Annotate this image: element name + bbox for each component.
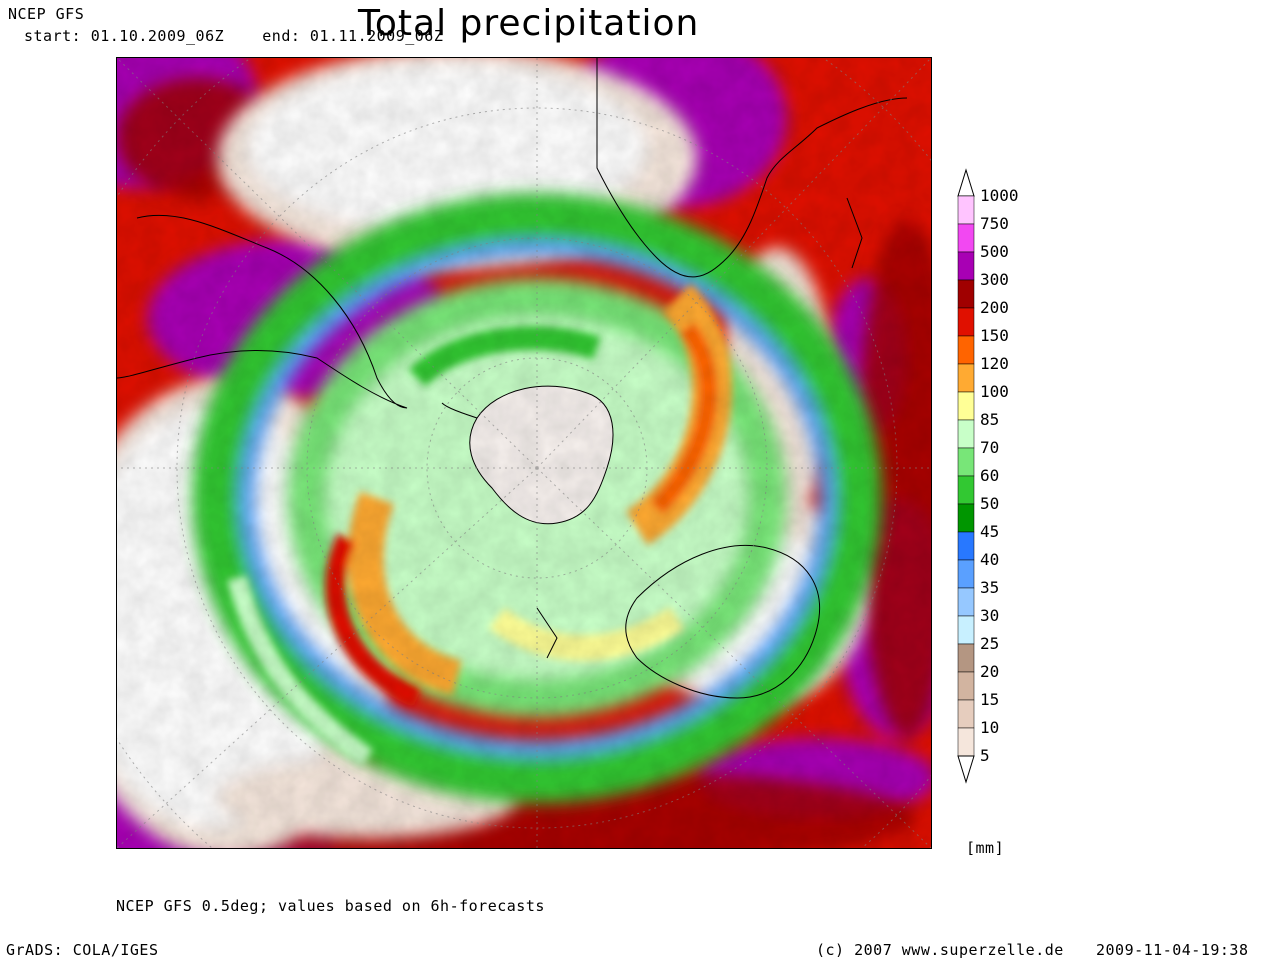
legend-swatch [957,419,975,449]
legend-label: 200 [980,298,1009,317]
legend-label: 50 [980,494,999,513]
legend-swatch [957,699,975,729]
legend-swatch [957,475,975,505]
texture [117,58,931,848]
legend-swatch [957,643,975,673]
legend-label: 1000 [980,186,1019,205]
legend-swatch [957,531,975,561]
grads-credit: GrADS: COLA/IGES [6,941,159,959]
legend-label: 300 [980,270,1009,289]
precipitation-field [117,58,931,848]
legend-swatch [957,671,975,701]
timestamp: 2009-11-04-19:38 [1096,941,1249,959]
legend-swatch [957,615,975,645]
legend-label: 100 [980,382,1009,401]
legend-swatch [957,223,975,253]
map-title: Total precipitation [358,3,700,44]
legend-swatch [957,363,975,393]
legend-label: 25 [980,634,999,653]
legend-label: 120 [980,354,1009,373]
legend-label: 5 [980,746,990,765]
color-legend: 1000 750 500 300 200 150 120 100 85 70 60 50 45 40 35 3… [957,168,1019,784]
legend-label: 30 [980,606,999,625]
legend-swatch [957,559,975,589]
legend-swatch [957,307,975,337]
legend-swatch [957,279,975,309]
legend-label: 40 [980,550,999,569]
legend-swatch [957,195,975,225]
legend-swatch [957,251,975,281]
legend-label: 20 [980,662,999,681]
legend-label: 35 [980,578,999,597]
legend-label: 45 [980,522,999,541]
legend-arrow-top [957,168,975,197]
legend-label: 750 [980,214,1009,233]
legend-swatch [957,503,975,533]
legend-label: 70 [980,438,999,457]
legend-label: 150 [980,326,1009,345]
legend-label: 500 [980,242,1009,261]
legend-label: 85 [980,410,999,429]
unit-label: [mm] [966,839,1005,857]
legend-swatch [957,391,975,421]
model-label: NCEP GFS [8,5,85,23]
precipitation-map [116,57,932,849]
legend-label: 10 [980,718,999,737]
forecast-period: start: 01.10.2009_06Z end: 01.11.2009_06… [24,27,444,45]
legend-swatch [957,727,975,757]
legend-label: 15 [980,690,999,709]
legend-label: 60 [980,466,999,485]
legend-arrow-bottom [957,755,975,784]
legend-swatch [957,335,975,365]
data-note: NCEP GFS 0.5deg; values based on 6h-fore… [116,897,545,915]
legend-swatch [957,447,975,477]
legend-swatch [957,587,975,617]
copyright: (c) 2007 www.superzelle.de [816,941,1064,959]
